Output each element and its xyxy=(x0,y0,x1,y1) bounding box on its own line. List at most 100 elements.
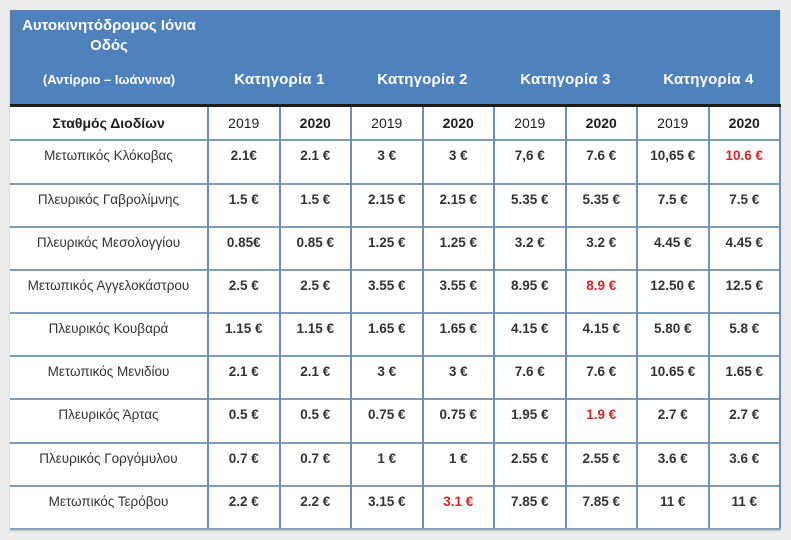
toll-price-cell: 0.5 € xyxy=(207,398,280,443)
toll-price-cell: 2.1€ xyxy=(207,139,280,184)
toll-price-cell: 2.55 € xyxy=(564,441,637,486)
toll-price-cell: 10.6 € xyxy=(707,139,781,184)
toll-price-cell: 10,65 € xyxy=(636,139,709,184)
toll-price-cell: 1 € xyxy=(350,441,423,486)
year-header-2019: 2019 xyxy=(207,103,280,141)
toll-price-cell: 2.5 € xyxy=(278,268,351,314)
year-header-row: Σταθμός Διοδίων 2019 2020 2019 2020 2019… xyxy=(10,103,781,141)
toll-price-cell: 3.6 € xyxy=(636,441,709,486)
category-1-header: Κατηγορία 1 xyxy=(208,62,351,106)
toll-price-cell: 2.7 € xyxy=(636,398,709,443)
toll-station-row: Πλευρικός Μεσολογγίου 0.85€ 0.85 €1.25 €1.… xyxy=(10,225,781,270)
toll-price-cell: 2.55 € xyxy=(493,441,566,486)
year-header-2020: 2020 xyxy=(707,103,781,141)
toll-price-cell: 2.1 € xyxy=(278,355,351,400)
toll-price-cell: 4.15 € xyxy=(493,312,566,357)
motorway-section: (Αντίρριο – Ιωάννινα) xyxy=(10,62,208,106)
toll-price-cell: 5.35 € xyxy=(493,182,566,227)
toll-price-cell: 7.6 € xyxy=(564,355,637,400)
toll-price-cell: 11 € xyxy=(707,484,781,531)
toll-price-cell: 0.7 € xyxy=(278,441,351,486)
station-column-header: Σταθμός Διοδίων xyxy=(10,103,208,141)
header-row-title: Αυτοκινητόδρομος Ιόνια Οδός xyxy=(10,10,780,63)
station-name: Πλευρικός Γοργόμυλου xyxy=(10,441,208,486)
toll-price-cell: 2.7 € xyxy=(707,398,781,443)
toll-price-cell: 1 € xyxy=(421,441,494,486)
toll-price-cell: 8.9 € xyxy=(564,268,637,314)
toll-price-cell: 3.55 € xyxy=(350,268,423,314)
toll-price-cell: 3 € xyxy=(350,355,423,400)
toll-price-cell: 3 € xyxy=(421,139,494,184)
category-3-header: Κατηγορία 3 xyxy=(494,62,637,106)
year-header-2019: 2019 xyxy=(493,103,566,141)
station-name: Πλευρικός Άρτας xyxy=(10,398,208,443)
year-header-2019: 2019 xyxy=(350,103,423,141)
toll-station-row: Μετωπικός Αγγελοκάστρου 2.5 €2.5 €3.55 €3… xyxy=(10,268,781,314)
header-row-categories: (Αντίρριο – Ιωάννινα) Κατηγορία 1 Κατηγο… xyxy=(10,62,780,106)
toll-price-cell: 1.15 € xyxy=(278,312,351,357)
toll-station-row: Μετωπικός Κλόκοβας 2.1€ 2.1 €3 €3 €7,6 €7.… xyxy=(10,139,781,184)
toll-price-cell: 1.25 € xyxy=(421,225,494,270)
station-name: Μετωπικός Κλόκοβας xyxy=(10,139,208,184)
toll-price-cell: 2.5 € xyxy=(207,268,280,314)
toll-station-row: Πλευρικός Κουβαρά 1.15 €1.15 €1.65 €1.65 … xyxy=(10,312,781,357)
toll-price-cell: 2.2 € xyxy=(278,484,351,531)
toll-price-cell: 7,6 € xyxy=(493,139,566,184)
station-name: Πλευρικός Γαβρολίμνης xyxy=(10,182,208,227)
toll-price-cell: 1.5 € xyxy=(278,182,351,227)
toll-price-cell: 7.5 € xyxy=(636,182,709,227)
toll-price-cell: 0.7 € xyxy=(207,441,280,486)
toll-price-cell: 1.65 € xyxy=(421,312,494,357)
toll-price-cell: 10.65 € xyxy=(636,355,709,400)
toll-price-cell: 7.85 € xyxy=(493,484,566,531)
toll-price-cell: 1.9 € xyxy=(564,398,637,443)
toll-price-cell: 2.1 € xyxy=(207,355,280,400)
toll-price-cell: 3.55 € xyxy=(421,268,494,314)
toll-price-cell: 4.45 € xyxy=(636,225,709,270)
toll-price-cell: 3.2 € xyxy=(564,225,637,270)
year-header-2020: 2020 xyxy=(421,103,494,141)
toll-price-cell: 3.15 € xyxy=(350,484,423,531)
toll-price-cell: 3 € xyxy=(350,139,423,184)
category-2-header: Κατηγορία 2 xyxy=(351,62,494,106)
toll-price-cell: 4.45 € xyxy=(707,225,781,270)
toll-price-cell: 12.50 € xyxy=(636,268,709,314)
toll-price-cell: 5.8 € xyxy=(707,312,781,357)
toll-price-cell: 0.5 € xyxy=(278,398,351,443)
header-filler xyxy=(208,10,780,63)
toll-price-cell: 0.75 € xyxy=(421,398,494,443)
toll-station-row: Πλευρικός Γοργόμυλου 0.7 €0.7 €1 €1 €2.55… xyxy=(10,441,781,486)
toll-price-cell: 0.75 € xyxy=(350,398,423,443)
toll-price-cell: 5.35 € xyxy=(564,182,637,227)
toll-price-cell: 1.65 € xyxy=(350,312,423,357)
year-header-2020: 2020 xyxy=(564,103,637,141)
toll-station-row: Πλευρικός Άρτας 0.5 €0.5 €0.75 €0.75 €1.9… xyxy=(10,398,781,443)
toll-price-cell: 5.80 € xyxy=(636,312,709,357)
station-name: Μετωπικός Αγγελοκάστρου xyxy=(10,268,208,314)
toll-price-cell: 3.1 € xyxy=(421,484,494,531)
toll-price-table: Αυτοκινητόδρομος Ιόνια Οδός (Αντίρριο – … xyxy=(10,10,781,531)
toll-price-cell: 2.1 € xyxy=(278,139,351,184)
toll-price-cell: 7.5 € xyxy=(707,182,781,227)
toll-station-row: Μετωπικός Μενιδίου 2.1 €2.1 €3 €3 €7.6 €7… xyxy=(10,355,781,400)
station-name: Πλευρικός Κουβαρά xyxy=(10,312,208,357)
year-header-2020: 2020 xyxy=(278,103,351,141)
year-header-2019: 2019 xyxy=(636,103,709,141)
toll-price-cell: 12.5 € xyxy=(707,268,781,314)
toll-price-cell: 2.15 € xyxy=(421,182,494,227)
toll-price-cell: 1.5 € xyxy=(207,182,280,227)
station-name: Πλευρικός Μεσολογγίου xyxy=(10,225,208,270)
station-name: Μετωπικός Μενιδίου xyxy=(10,355,208,400)
station-name: Μετωπικός Τερόβου xyxy=(10,484,208,531)
toll-price-cell: 3.6 € xyxy=(707,441,781,486)
toll-station-row: Μετωπικός Τερόβου 2.2 €2.2 €3.15 €3.1 €7.… xyxy=(10,484,781,531)
toll-price-cell: 0.85€ xyxy=(207,225,280,270)
toll-price-cell: 1.15 € xyxy=(207,312,280,357)
toll-price-cell: 7.6 € xyxy=(493,355,566,400)
toll-price-cell: 0.85 € xyxy=(278,225,351,270)
motorway-title: Αυτοκινητόδρομος Ιόνια Οδός xyxy=(10,10,208,63)
toll-price-cell: 1.65 € xyxy=(707,355,781,400)
toll-price-cell: 7.6 € xyxy=(564,139,637,184)
toll-price-cell: 4.15 € xyxy=(564,312,637,357)
toll-price-cell: 3 € xyxy=(421,355,494,400)
